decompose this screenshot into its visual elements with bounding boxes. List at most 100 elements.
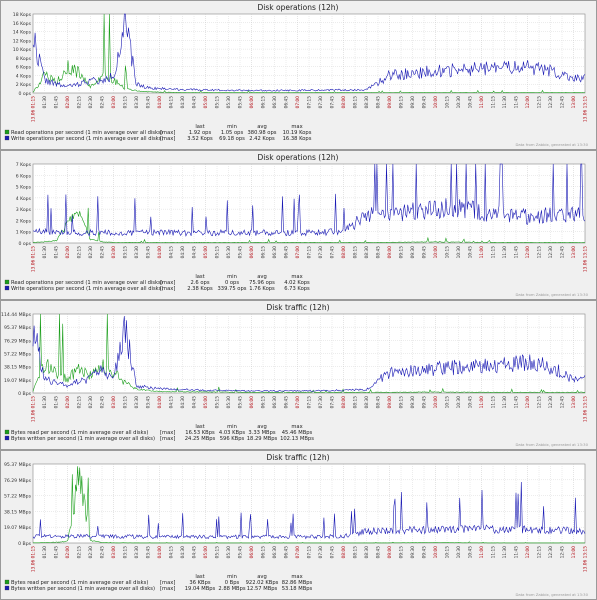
x-tick-label: 05:00 (203, 246, 209, 259)
legend-label: Read operations per second (1 min averag… (11, 280, 163, 286)
x-tick-label: 02:45 (100, 546, 106, 559)
x-tick-label: 04:30 (180, 546, 186, 559)
x-tick-label: 01:45 (54, 96, 60, 109)
legend-last-value: 16.53 KBps (185, 430, 215, 436)
x-tick-label: 04:00 (157, 396, 163, 409)
x-tick-label: 06:15 (261, 96, 267, 109)
x-tick-label: 11:15 (491, 96, 497, 109)
x-tick-label: 13:00 (571, 246, 577, 259)
legend-min-value: 4.03 KBps (219, 430, 245, 436)
x-tick-label: 02:00 (65, 546, 71, 559)
legend-swatch-read (4, 279, 10, 285)
x-tick-label: 10:00 (433, 546, 439, 559)
x-tick-label: 10:00 (433, 96, 439, 109)
legend-avg-value: 1.76 Kops (249, 286, 275, 292)
x-tick-label: 06:00 (249, 546, 255, 559)
x-tick-label: 13:00 (571, 396, 577, 409)
x-tick-label: 06:45 (284, 546, 290, 559)
x-tick-label: 08:45 (376, 96, 382, 109)
x-tick-label: 02:30 (88, 546, 94, 559)
graph-panel-2: Disk operations (12h) 7 Kops 6 Kops 5 Kops 4… (0, 150, 597, 300)
y-tick-label: 0 ops (18, 241, 31, 247)
legend-swatch-read (4, 429, 10, 435)
legend-tag: [max] (160, 280, 175, 286)
legend-tag: [max] (160, 430, 175, 436)
write-series-line (32, 13, 586, 92)
x-tick-label: 09:00 (387, 396, 393, 409)
y-tick-label: 4 Kops (16, 73, 32, 79)
x-tick-label: 05:00 (203, 96, 209, 109)
x-tick-label: 08:00 (341, 96, 347, 109)
x-tick-label: 11:30 (502, 246, 508, 259)
x-tick-label: 10:30 (456, 546, 462, 559)
y-tick-label: 16 Kops (13, 21, 32, 27)
x-tick-label: 11:00 (479, 396, 485, 409)
x-tick-label: 03:45 (146, 546, 152, 559)
x-tick-label: 08:00 (341, 396, 347, 409)
x-start-label: 13.06 01:15 (31, 546, 37, 572)
legend-label: Read operations per second (1 min averag… (11, 130, 163, 136)
legend-min-value: 2.88 MBps (218, 586, 246, 592)
x-tick-label: 11:15 (491, 396, 497, 409)
legend-swatch-write (4, 135, 10, 141)
x-tick-label: 03:15 (123, 246, 129, 259)
x-tick-label: 03:45 (146, 96, 152, 109)
x-tick-label: 09:45 (422, 246, 428, 259)
x-tick-label: 01:30 (42, 396, 48, 409)
x-tick-label: 10:15 (445, 396, 451, 409)
x-tick-label: 08:45 (376, 546, 382, 559)
y-tick-label: 1 Kops (16, 230, 32, 236)
y-tick-label: 114.44 MBps (1, 312, 32, 318)
x-tick-label: 11:00 (479, 246, 485, 259)
y-tick-label: 95.37 MBps (4, 325, 32, 331)
x-tick-label: 03:00 (111, 96, 117, 109)
x-tick-label: 04:00 (157, 546, 163, 559)
x-start-label: 13.06 01:15 (31, 246, 37, 272)
x-start-label: 13.06 01:15 (31, 96, 37, 122)
x-tick-label: 09:00 (387, 246, 393, 259)
legend-max-value: 6.73 Kops (284, 286, 310, 292)
x-tick-label: 03:45 (146, 246, 152, 259)
x-tick-label: 12:45 (560, 546, 566, 559)
y-tick-label: 19.07 MBps (4, 525, 32, 531)
x-tick-label: 12:30 (548, 96, 554, 109)
read-series-line (32, 207, 586, 243)
graph-panel-3: Disk traffic (12h) 114.44 MBps 95.37 MBps 7… (0, 300, 597, 450)
x-tick-label: 02:45 (100, 396, 106, 409)
legend-swatch-write (4, 285, 10, 291)
legend-stat-header: min (227, 124, 237, 130)
x-tick-label: 06:30 (272, 546, 278, 559)
y-tick-label: 0 ops (18, 91, 31, 97)
x-tick-label: 12:15 (537, 96, 543, 109)
x-tick-label: 02:45 (100, 246, 106, 259)
legend-max-value: 16.38 Kops (283, 136, 312, 142)
x-tick-label: 04:45 (192, 546, 198, 559)
x-tick-label: 13:00 (571, 96, 577, 109)
x-tick-label: 11:00 (479, 96, 485, 109)
x-tick-label: 11:45 (514, 546, 520, 559)
x-tick-label: 06:30 (272, 96, 278, 109)
graph-title: Disk operations (12h) (258, 3, 339, 12)
x-tick-label: 12:45 (560, 396, 566, 409)
legend-max-value: 82.86 MBps (282, 580, 313, 586)
x-tick-label: 09:15 (399, 96, 405, 109)
x-tick-label: 06:15 (261, 396, 267, 409)
x-tick-label: 02:45 (100, 96, 106, 109)
x-tick-label: 02:00 (65, 246, 71, 259)
x-tick-label: 13:00 (571, 546, 577, 559)
x-tick-label: 10:30 (456, 96, 462, 109)
x-tick-label: 03:00 (111, 546, 117, 559)
x-tick-label: 06:30 (272, 396, 278, 409)
x-tick-label: 07:30 (318, 396, 324, 409)
x-tick-label: 05:15 (215, 396, 221, 409)
x-tick-label: 11:30 (502, 96, 508, 109)
x-tick-label: 06:00 (249, 96, 255, 109)
legend-min-value: 1.05 ops (221, 130, 244, 136)
legend-stat-header: max (291, 124, 302, 130)
read-series-line (32, 313, 585, 394)
x-tick-label: 07:45 (330, 546, 336, 559)
x-tick-label: 12:15 (537, 396, 543, 409)
legend-last-value: 24.25 MBps (185, 436, 216, 442)
x-tick-label: 03:15 (123, 546, 129, 559)
graph-title: Disk traffic (12h) (266, 303, 329, 312)
